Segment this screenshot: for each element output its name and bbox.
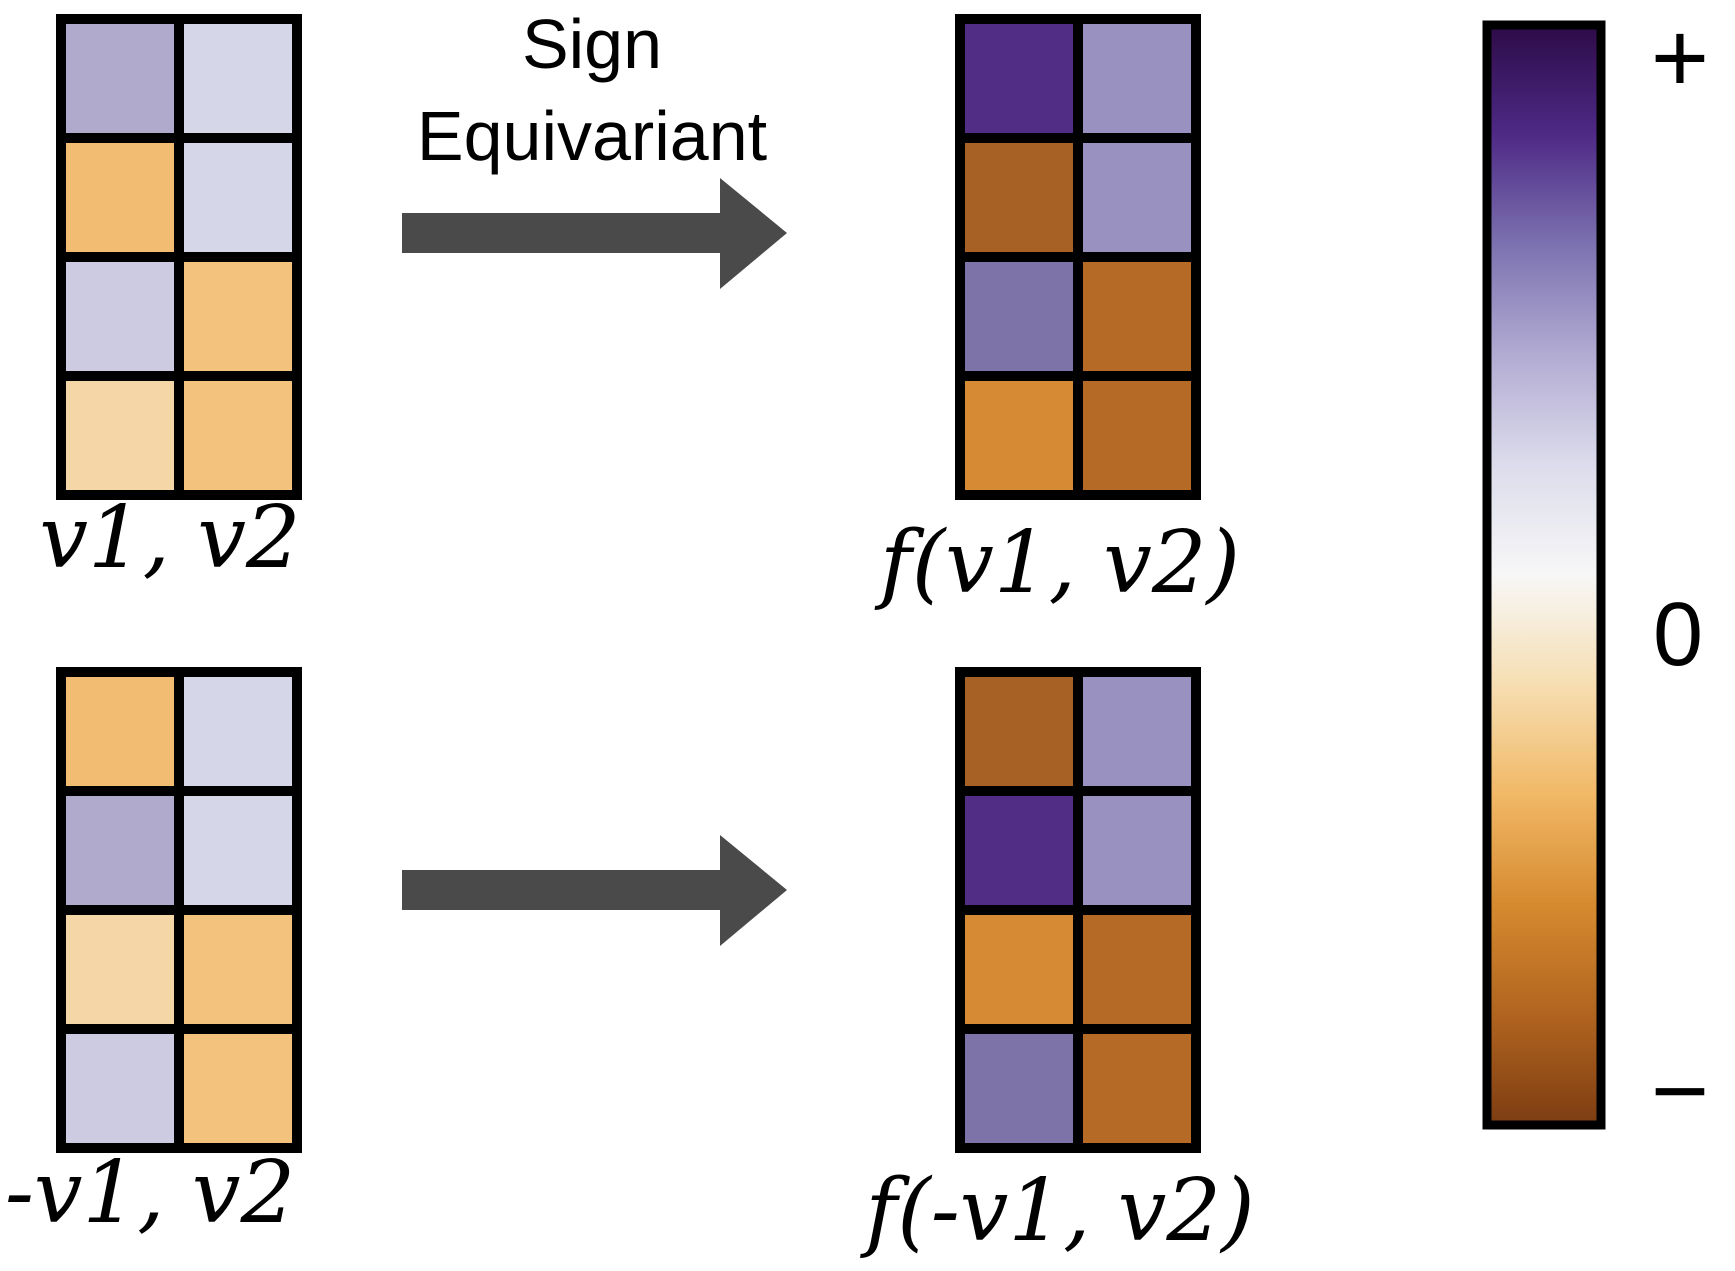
matrix-cell [66, 381, 174, 490]
matrix-cell [1083, 24, 1191, 133]
input-matrix-top [56, 14, 302, 500]
matrix-cell [184, 677, 292, 786]
matrix-cell [1083, 796, 1191, 905]
input-matrix-bottom [56, 667, 302, 1153]
matrix-cell [1083, 262, 1191, 371]
matrix-cell [965, 24, 1073, 133]
matrix-cell [184, 143, 292, 252]
matrix-cell [66, 915, 174, 1024]
matrix-cell [184, 915, 292, 1024]
matrix-cell [1083, 1034, 1191, 1143]
matrix-cell [66, 677, 174, 786]
matrix-cell [184, 24, 292, 133]
matrix-cell [66, 143, 174, 252]
matrix-cell [965, 677, 1073, 786]
matrix-cell [965, 143, 1073, 252]
matrix-cell [1083, 915, 1191, 1024]
matrix-cell [66, 1034, 174, 1143]
matrix-cell [66, 796, 174, 905]
matrix-cell [66, 24, 174, 133]
arrow-label-sign: Sign [522, 5, 662, 83]
colorbar [1482, 20, 1606, 1130]
matrix-cell [184, 1034, 292, 1143]
matrix-cell [965, 796, 1073, 905]
matrix-cell [184, 262, 292, 371]
arrow-bottom [402, 835, 787, 946]
label-output-top: f(v1, v2) [874, 513, 1240, 613]
colorbar-plus-label: + [1651, 2, 1709, 114]
matrix-cell [66, 262, 174, 371]
label-input-top: v1, v2 [39, 488, 300, 588]
matrix-cell [1083, 677, 1191, 786]
matrix-cell [184, 381, 292, 490]
output-matrix-bottom [955, 667, 1201, 1153]
colorbar-minus-label: − [1651, 1035, 1709, 1147]
matrix-cell [965, 262, 1073, 371]
arrow-label-equivariant: Equivariant [417, 97, 767, 175]
label-output-bottom: f(-v1, v2) [859, 1161, 1254, 1261]
matrix-cell [1083, 143, 1191, 252]
matrix-cell [1083, 381, 1191, 490]
matrix-cell [965, 1034, 1073, 1143]
matrix-cell [965, 915, 1073, 1024]
arrow-top [402, 178, 787, 289]
output-matrix-top [955, 14, 1201, 500]
matrix-cell [184, 796, 292, 905]
matrix-cell [965, 381, 1073, 490]
colorbar-zero-label: 0 [1653, 585, 1703, 685]
label-input-bottom: -v1, v2 [5, 1143, 295, 1243]
